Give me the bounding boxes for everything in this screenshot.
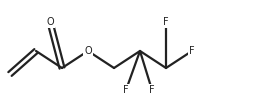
Text: F: F xyxy=(163,17,169,27)
Text: F: F xyxy=(149,85,155,95)
Text: O: O xyxy=(84,46,92,56)
Text: F: F xyxy=(189,46,195,56)
Text: F: F xyxy=(123,85,129,95)
Text: O: O xyxy=(46,17,54,27)
